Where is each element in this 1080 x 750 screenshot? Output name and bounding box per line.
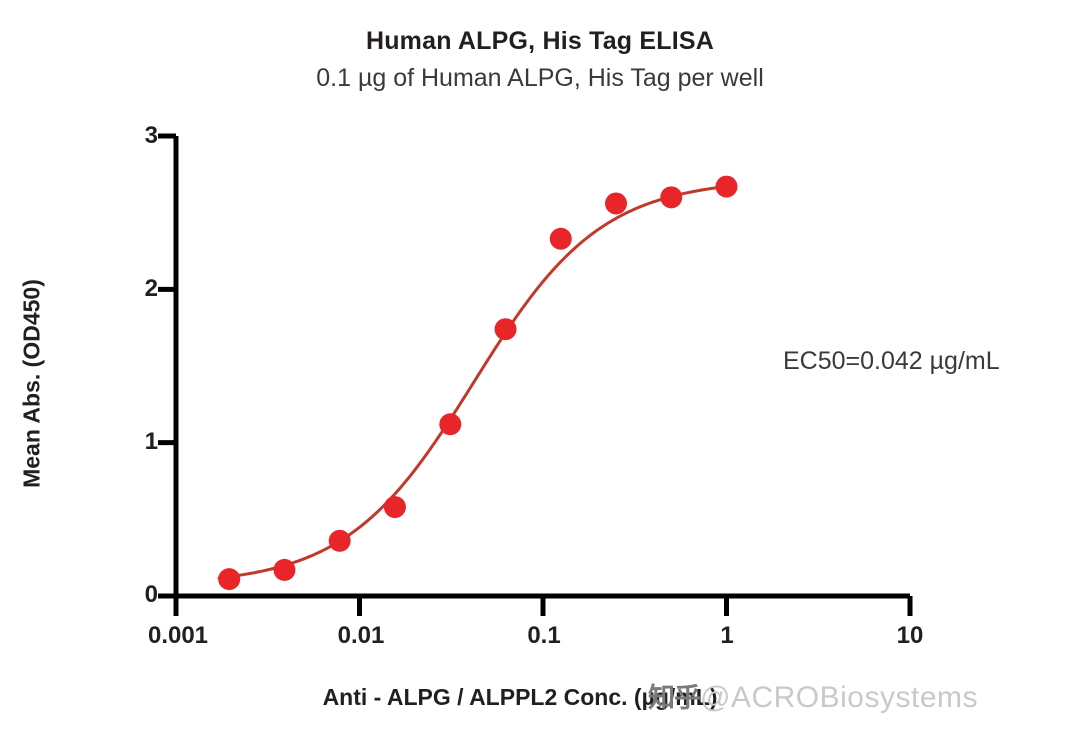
data-point-marker	[383, 496, 406, 519]
watermark-cn-text: 知乎	[648, 683, 701, 713]
data-point-marker	[439, 413, 462, 436]
data-point-marker	[605, 192, 628, 215]
y-tick-label-3: 3	[144, 122, 158, 149]
watermark: 知乎@ACROBiosystems	[648, 676, 978, 715]
data-point-marker	[328, 529, 351, 552]
watermark-text: @ACROBiosystems	[700, 681, 978, 714]
data-point-marker	[549, 227, 572, 250]
axes	[173, 136, 910, 599]
x-tick-label-10: 10	[896, 622, 924, 649]
data-point-marker	[660, 186, 683, 209]
x-tick-label-001: 0.01	[337, 622, 385, 649]
data-point-marker	[273, 558, 296, 581]
ec50-annotation: EC50=0.042 µg/mL	[783, 347, 1000, 375]
x-tick-label-0001: 0.001	[147, 622, 209, 649]
y-tick-label-2: 2	[144, 275, 158, 302]
data-point-marker	[715, 175, 738, 198]
fit-curve	[217, 184, 730, 580]
data-point-marker	[494, 318, 517, 341]
axis-ticks	[158, 133, 913, 616]
data-points	[218, 175, 738, 591]
y-tick-label-1: 1	[144, 428, 158, 455]
x-axis-title: Anti - ALPG / ALPPL2 Conc. (µg/mL)	[322, 684, 718, 710]
data-point-marker	[218, 568, 241, 591]
x-tick-label-01: 0.1	[527, 622, 561, 649]
y-tick-label-0: 0	[144, 581, 158, 608]
sigmoid-fit-line	[217, 184, 730, 580]
x-tick-label-1: 1	[720, 622, 734, 649]
